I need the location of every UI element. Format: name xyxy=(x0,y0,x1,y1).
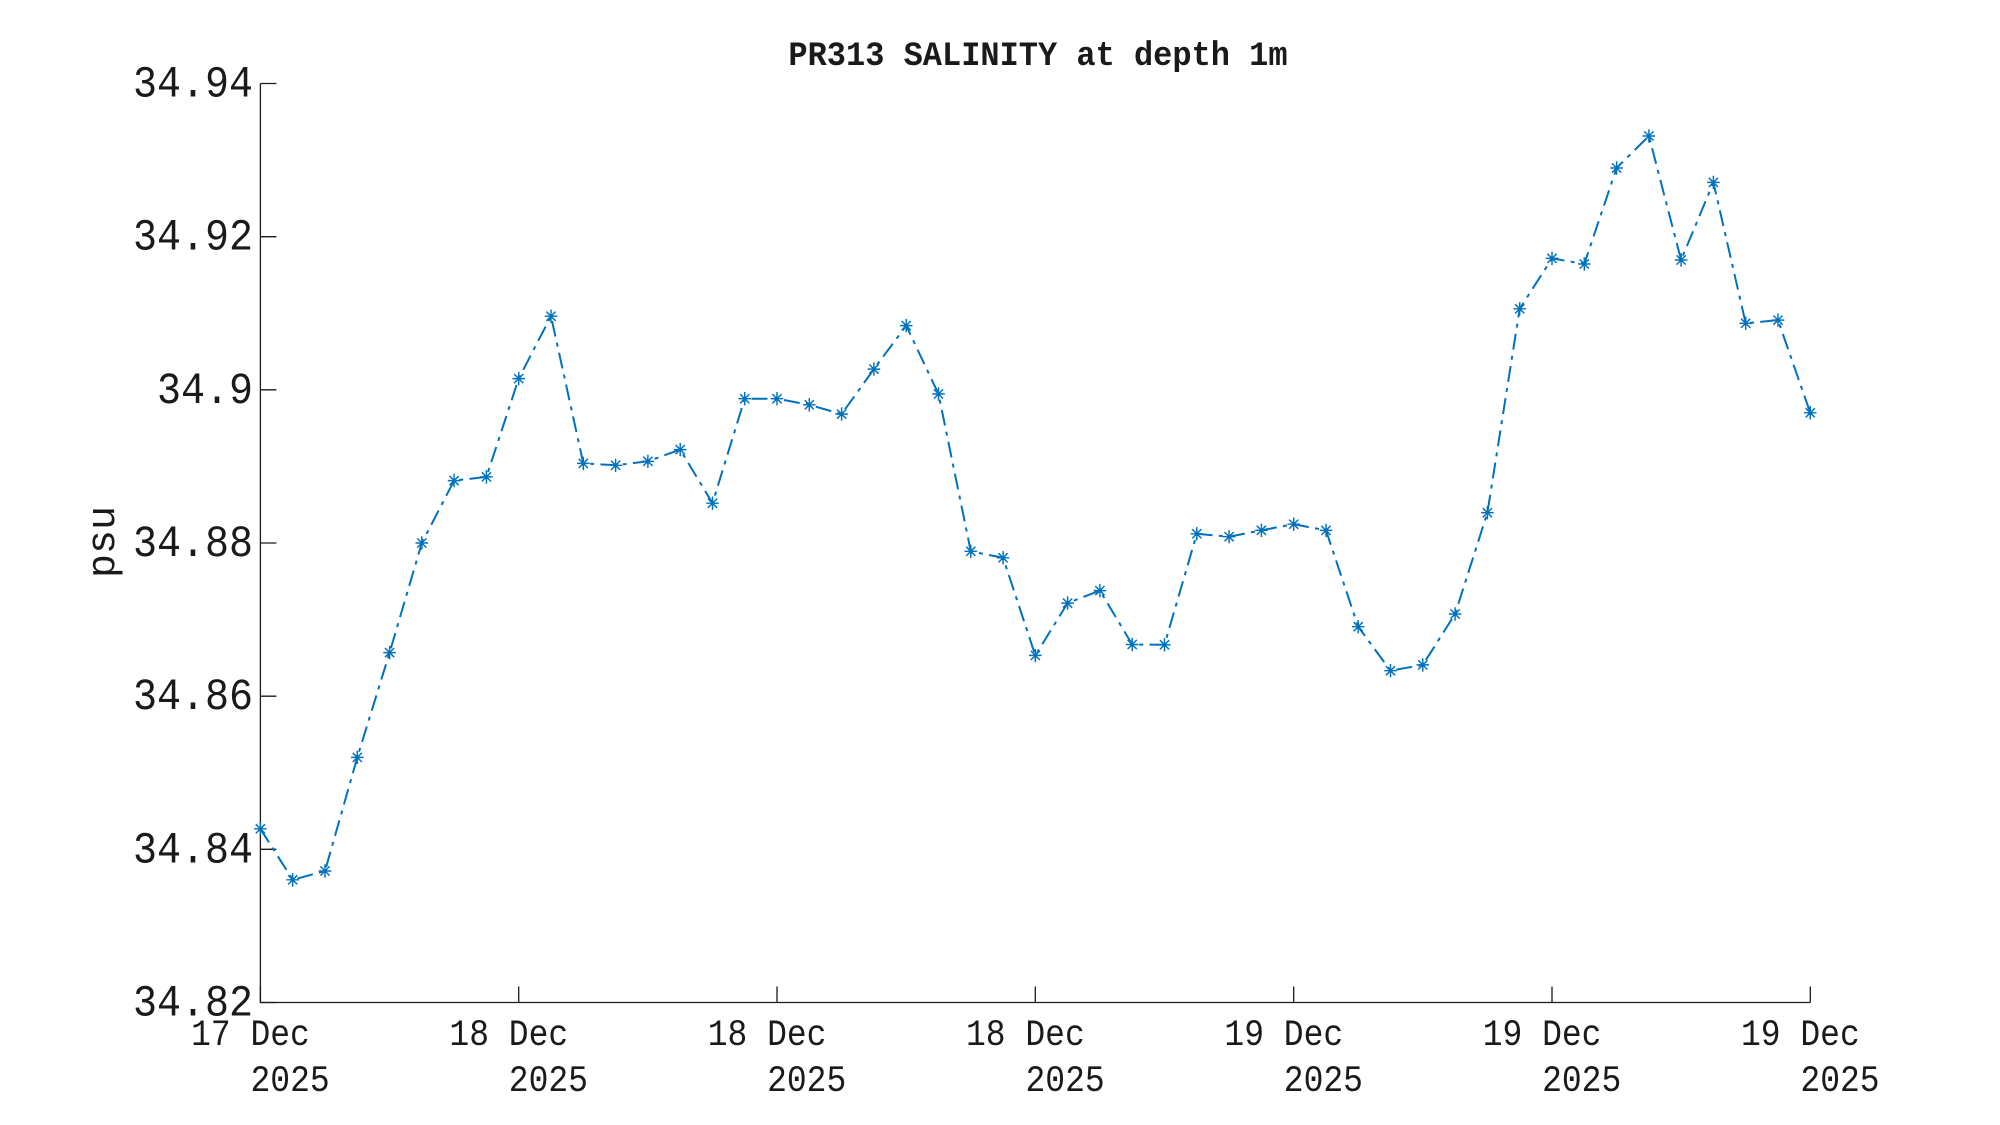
svg-text:34.84: 34.84 xyxy=(133,825,253,876)
svg-text:PR313 SALINITY at depth 1m: PR313 SALINITY at depth 1m xyxy=(788,36,1287,75)
svg-text:18 Dec: 18 Dec xyxy=(449,1014,568,1056)
svg-text:34.88: 34.88 xyxy=(133,519,253,570)
svg-text:34.94: 34.94 xyxy=(133,60,253,111)
svg-text:2025: 2025 xyxy=(1026,1060,1105,1102)
svg-text:psu: psu xyxy=(82,506,127,578)
svg-text:2025: 2025 xyxy=(1800,1060,1879,1102)
svg-text:34.92: 34.92 xyxy=(133,213,253,264)
svg-text:2025: 2025 xyxy=(1542,1060,1621,1102)
svg-text:34.9: 34.9 xyxy=(157,366,253,417)
svg-text:17 Dec: 17 Dec xyxy=(191,1014,310,1056)
svg-text:18 Dec: 18 Dec xyxy=(966,1014,1085,1056)
svg-text:18 Dec: 18 Dec xyxy=(708,1014,827,1056)
svg-text:19 Dec: 19 Dec xyxy=(1483,1014,1602,1056)
svg-text:34.86: 34.86 xyxy=(133,672,253,723)
svg-text:2025: 2025 xyxy=(1284,1060,1363,1102)
svg-text:2025: 2025 xyxy=(509,1060,588,1102)
svg-text:34.82: 34.82 xyxy=(133,979,253,1030)
svg-text:19 Dec: 19 Dec xyxy=(1224,1014,1343,1056)
svg-text:19 Dec: 19 Dec xyxy=(1741,1014,1860,1056)
svg-text:2025: 2025 xyxy=(251,1060,330,1102)
svg-text:2025: 2025 xyxy=(767,1060,846,1102)
